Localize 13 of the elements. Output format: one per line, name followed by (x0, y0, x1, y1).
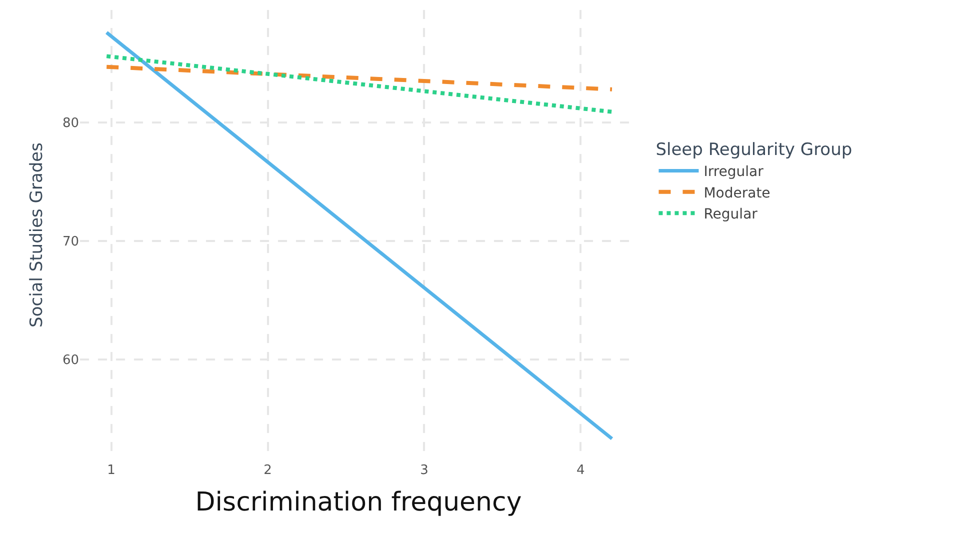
x-axis-title: Discrimination frequency (195, 488, 522, 518)
x-tick-label: 4 (576, 463, 585, 478)
y-tick-label: 80 (62, 116, 79, 132)
legend-label: Moderate (704, 185, 770, 202)
y-tick-label: 60 (62, 352, 79, 368)
y-axis-title: Social Studies Grades (27, 142, 48, 328)
y-tick-label: 70 (62, 234, 79, 250)
legend-label: Regular (704, 206, 758, 223)
x-tick-label: 2 (264, 463, 272, 478)
legend-title: Sleep Regularity Group (656, 140, 852, 160)
x-tick-label: 1 (107, 463, 116, 478)
x-tick-label: 3 (420, 463, 428, 478)
legend-label: Irregular (704, 164, 764, 180)
